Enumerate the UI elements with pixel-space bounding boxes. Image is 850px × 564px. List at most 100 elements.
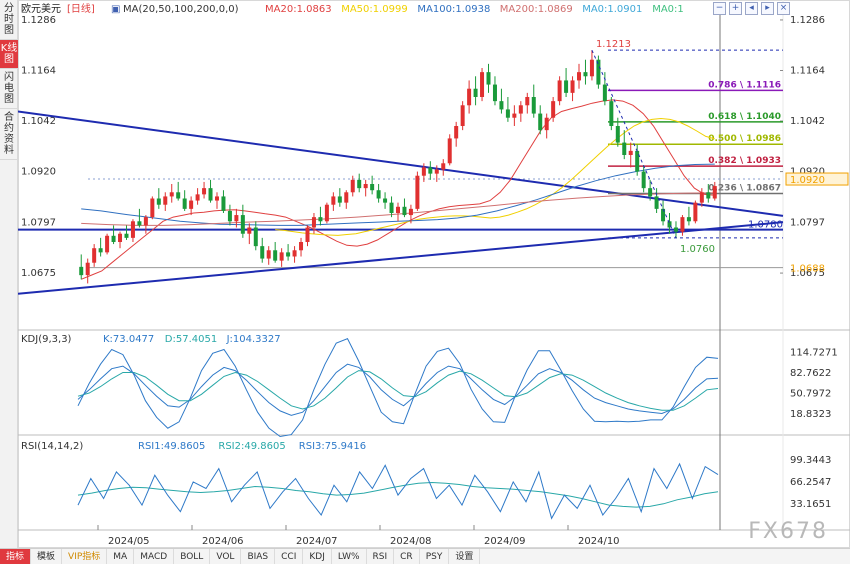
indicator-tab-10[interactable]: LW%	[332, 548, 367, 564]
candle	[286, 244, 291, 261]
chart-toolbar: − + ◂ ▸ ×	[713, 2, 790, 15]
candle-body	[454, 126, 459, 139]
candle	[383, 192, 388, 209]
candle-body	[324, 204, 329, 222]
kdj-y-tick-0: 114.7271	[790, 348, 838, 359]
indicator-tab-5[interactable]: BOLL	[174, 548, 211, 564]
candle	[357, 173, 362, 193]
indicator-tab-2[interactable]: VIP指标	[62, 548, 108, 564]
candle	[376, 184, 381, 203]
indicator-tab-11[interactable]: RSI	[367, 548, 395, 564]
support-label: 1.0780	[748, 220, 783, 231]
indicator-tab-8[interactable]: CCI	[275, 548, 304, 564]
candle-body	[686, 217, 691, 222]
indicator-tab-13[interactable]: PSY	[420, 548, 450, 564]
indicator-tab-7[interactable]: BIAS	[241, 548, 276, 564]
candle-body	[648, 188, 653, 197]
zoom-in-icon[interactable]: +	[729, 2, 742, 15]
kdj-title: KDJ(9,3,3)	[21, 334, 72, 345]
indicator-tab-1[interactable]: 模板	[31, 548, 63, 564]
candle	[661, 200, 666, 226]
candle	[214, 192, 219, 209]
candle	[421, 163, 426, 182]
candle	[344, 190, 349, 209]
candle-body	[492, 84, 497, 102]
indicator-tab-9[interactable]: KDJ	[303, 548, 332, 564]
indicator-tab-6[interactable]: VOL	[210, 548, 242, 564]
candle	[292, 246, 297, 263]
sidebar-tab-3[interactable]: 合约资料	[0, 109, 18, 160]
candle	[253, 221, 258, 251]
chart-area[interactable]: 欧元美元 [日线] ▣ MA(20,50,100,200,0,0) MA20:1.086…	[18, 0, 850, 548]
arrow-left-icon[interactable]: ◂	[745, 2, 758, 15]
candle-body	[137, 221, 142, 226]
candle-body	[357, 179, 362, 189]
candle	[79, 254, 84, 280]
candle	[686, 206, 691, 226]
candle	[176, 181, 181, 201]
fib-label-2: 0.500 \ 1.0986	[708, 134, 781, 144]
candle-body	[202, 188, 207, 195]
close-icon[interactable]: ×	[777, 2, 790, 15]
ma-value-5: MA0:1	[652, 4, 684, 15]
candle-body	[176, 192, 181, 199]
candle-body	[299, 242, 304, 251]
candle-body	[577, 72, 582, 81]
chart-canvas[interactable]: 欧元美元 [日线] ▣ MA(20,50,100,200,0,0) MA20:1.086…	[18, 0, 850, 548]
indicator-tab-0[interactable]: 指标	[0, 548, 32, 564]
candle	[163, 192, 168, 211]
candle-body	[661, 208, 666, 222]
candle	[195, 188, 200, 205]
y-tick-left-1: 1.1164	[21, 65, 56, 76]
x-tick-4: 2024/09	[484, 536, 526, 547]
candle	[596, 55, 601, 89]
candle	[156, 188, 161, 209]
candle-body	[525, 97, 530, 106]
sidebar-tab-2[interactable]: 闪电图	[0, 69, 18, 109]
indicator-tab-12[interactable]: CR	[394, 548, 420, 564]
candle-body	[570, 80, 575, 93]
indicator-tab-3[interactable]: MA	[107, 548, 135, 564]
period-label: [日线]	[67, 2, 95, 15]
kdj-y-tick-2: 50.7972	[790, 388, 831, 399]
zoom-out-icon[interactable]: −	[713, 2, 726, 15]
candle-body	[421, 167, 426, 176]
candle	[447, 134, 452, 166]
candle	[92, 244, 97, 267]
candle	[512, 105, 517, 126]
candle	[143, 215, 148, 234]
sidebar-tab-1[interactable]: K线图	[0, 40, 18, 69]
candle	[622, 130, 627, 160]
arrow-right-icon[interactable]: ▸	[761, 2, 774, 15]
y-tick-left-2: 1.1042	[21, 116, 56, 127]
candle	[240, 204, 245, 238]
indicator-tab-14[interactable]: 设置	[449, 548, 481, 564]
symbol-name: 欧元美元	[21, 2, 61, 15]
candle-body	[370, 184, 375, 191]
ascending-trendline	[18, 221, 784, 295]
candle-body	[156, 198, 161, 205]
kdj-y-tick-1: 82.7622	[790, 368, 831, 379]
candle-body	[363, 184, 368, 189]
candle	[712, 181, 717, 201]
sidebar: 分时图 K线图 闪电图 合约资料	[0, 0, 18, 548]
candle-body	[473, 88, 478, 97]
candle-body	[79, 266, 84, 276]
candle-body	[208, 188, 213, 201]
candle-body	[279, 252, 284, 261]
candle-body	[538, 113, 543, 131]
candle-body	[163, 196, 168, 205]
candle-body	[499, 101, 504, 110]
indicator-tab-4[interactable]: MACD	[134, 548, 175, 564]
sidebar-tab-0[interactable]: 分时图	[0, 0, 18, 40]
trough-label: 1.0760	[680, 244, 715, 255]
candle	[499, 88, 504, 114]
x-tick-2: 2024/07	[296, 536, 338, 547]
y-tick-right-2: 1.1042	[790, 116, 825, 127]
price-marker-box	[785, 172, 849, 186]
candle	[434, 165, 439, 182]
kdj-y-tick-3: 18.8323	[790, 409, 831, 420]
candle	[182, 190, 187, 211]
candle-body	[428, 167, 433, 174]
candle-body	[447, 138, 452, 164]
